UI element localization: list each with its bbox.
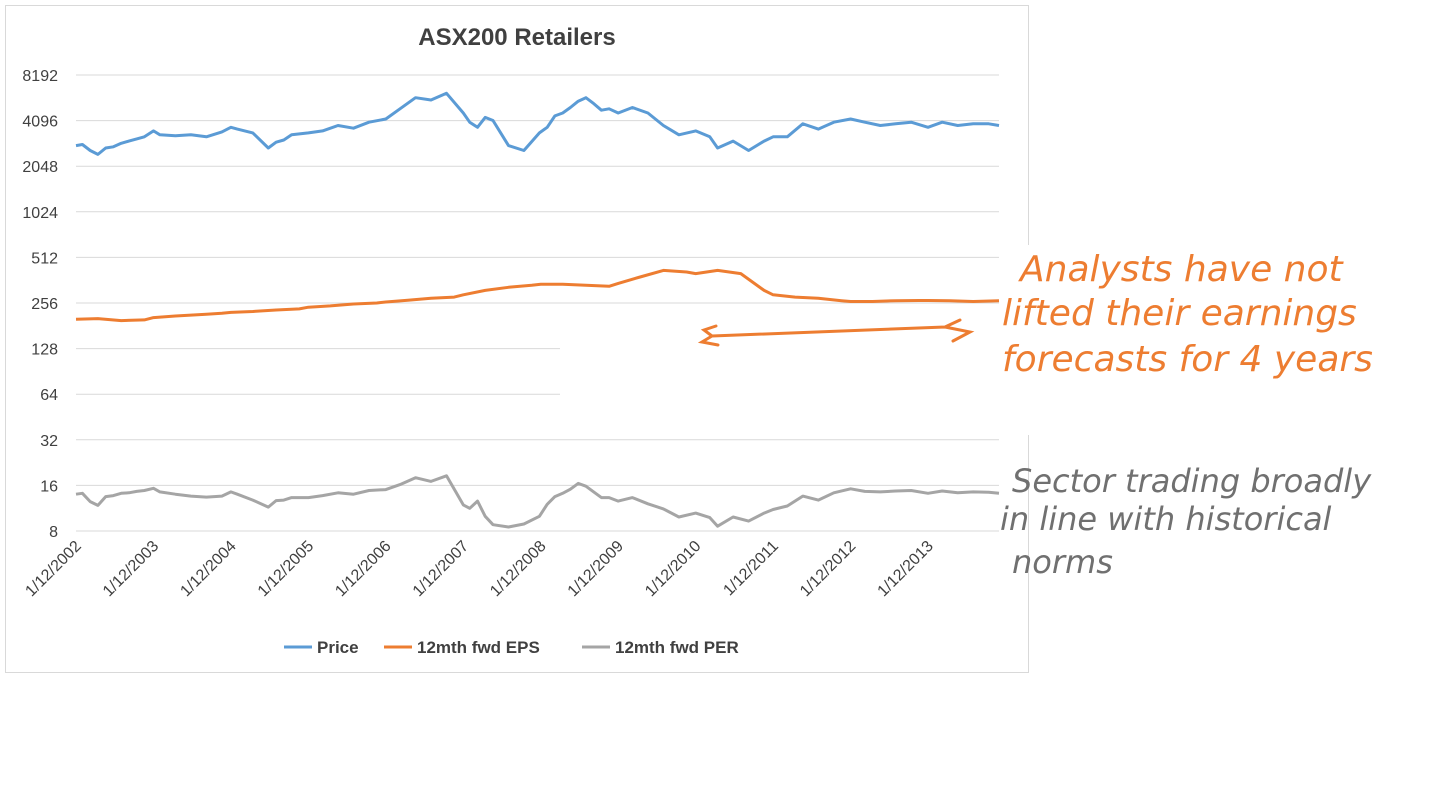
y-tick-label: 8 <box>49 524 58 541</box>
y-tick-label: 128 <box>31 342 58 359</box>
x-tick-label: 1/12/2012 <box>797 538 859 600</box>
y-tick-label: 64 <box>40 387 58 404</box>
y-tick-label: 16 <box>40 478 58 495</box>
series-line-12mth-fwd-eps <box>75 268 1000 323</box>
eps-annotation-line: forecasts for 4 years <box>1002 339 1373 380</box>
eps-arrow <box>697 318 975 347</box>
per-annotation-line: Sector trading broadly <box>1012 462 1372 500</box>
y-tick-label: 1024 <box>22 205 58 222</box>
series-lines <box>75 91 1000 529</box>
series-line-12mth-fwd-per <box>75 474 1000 529</box>
y-tick-label: 8192 <box>22 68 58 85</box>
legend: Price 12mth fwd EPS 12mth fwd PER <box>284 638 739 657</box>
x-tick-label: 1/12/2008 <box>487 538 549 600</box>
x-tick-label: 1/12/2005 <box>255 538 317 600</box>
y-tick-label: 512 <box>31 250 58 267</box>
y-tick-label: 32 <box>40 433 58 450</box>
y-tick-label: 2048 <box>22 159 58 176</box>
x-axis-ticks: 1/12/2002 1/12/2003 1/12/2004 1/12/2005 1/12… <box>22 538 936 600</box>
y-axis-ticks: 8 16 32 64 128 256 512 1024 2048 4096 8192 <box>22 68 58 541</box>
annotation-backdrop <box>560 345 1000 418</box>
x-tick-label: 1/12/2011 <box>720 538 782 600</box>
x-tick-label: 1/12/2003 <box>100 538 162 600</box>
x-tick-label: 1/12/2010 <box>642 538 704 600</box>
x-tick-label: 1/12/2006 <box>332 538 394 600</box>
x-tick-label: 1/12/2009 <box>565 538 627 600</box>
y-tick-label: 256 <box>31 296 58 313</box>
annotation-backdrop-right <box>1000 245 1035 435</box>
gridlines <box>76 74 999 532</box>
legend-label: Price <box>317 638 359 657</box>
eps-annotation-line: Analysts have not <box>1018 249 1344 290</box>
x-tick-label: 1/12/2002 <box>22 538 84 600</box>
series-line-price <box>75 91 1000 156</box>
legend-label: 12mth fwd PER <box>615 638 739 657</box>
x-tick-label: 1/12/2007 <box>410 538 472 600</box>
per-annotation-line: in line with historical <box>1000 500 1332 538</box>
chart-title: ASX200 Retailers <box>418 24 615 51</box>
chart-frame <box>5 5 1029 673</box>
eps-annotation-line: lifted their earnings <box>1002 293 1357 334</box>
x-tick-label: 1/12/2004 <box>177 538 239 600</box>
legend-label: 12mth fwd EPS <box>417 638 540 657</box>
y-tick-label: 4096 <box>22 114 58 131</box>
x-tick-label: 1/12/2013 <box>875 538 937 600</box>
per-annotation-line: norms <box>1012 543 1113 581</box>
